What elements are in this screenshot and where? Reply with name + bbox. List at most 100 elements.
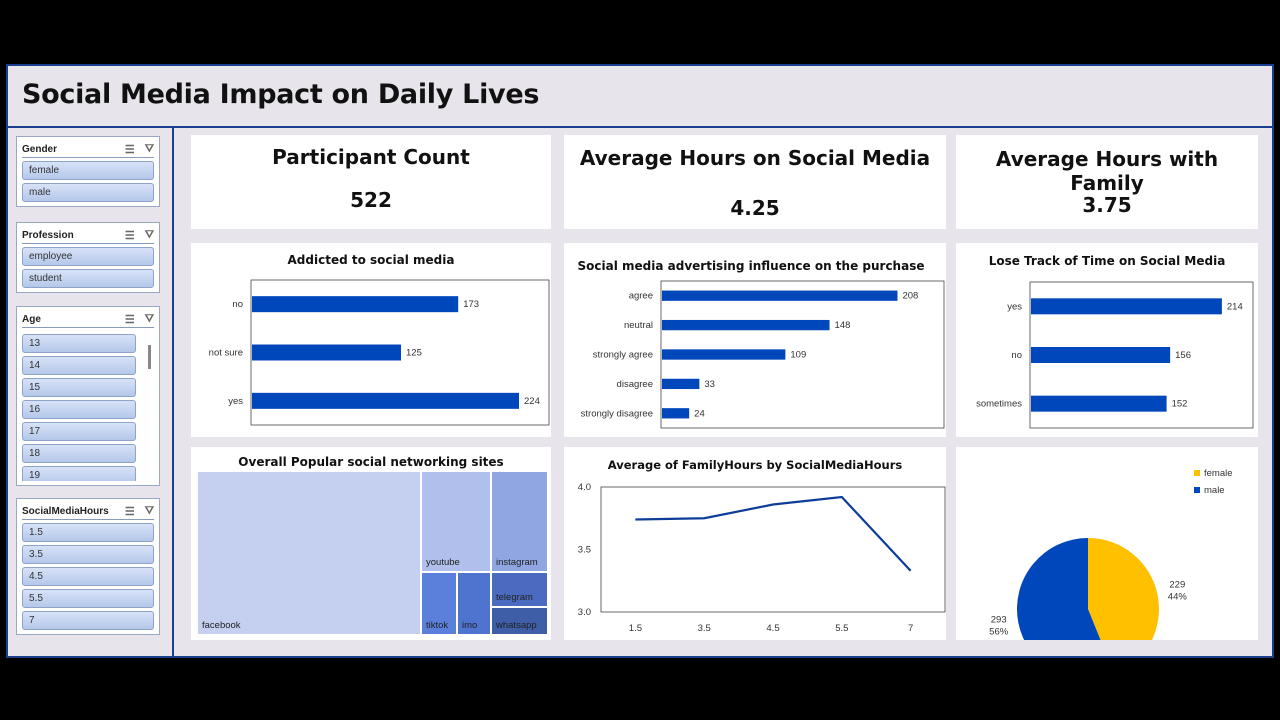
slicer-item[interactable]: male (22, 183, 154, 202)
chart-title: Social media advertising influence on th… (577, 259, 925, 273)
treemap-telegram[interactable]: telegram (491, 572, 548, 607)
treemap-label: imo (462, 620, 478, 631)
slicer-item[interactable]: 16 (22, 400, 136, 419)
advertising-bar-chart: 208 agree 148 neutral 109 strongly agree 33 dis… (581, 280, 945, 429)
chart-title: Addicted to social media (287, 253, 455, 267)
treemap-instagram[interactable]: instagram (491, 471, 548, 572)
slicer-item[interactable]: 4.5 (22, 567, 154, 586)
treemap-whatsapp[interactable]: whatsapp (491, 607, 548, 635)
data-label: 33 (704, 379, 715, 390)
lose-track-chart-card: Lose Track of Time on Social Media 214 ye… (956, 243, 1258, 437)
pie-value-label: 293 (991, 614, 1007, 625)
pie-slice-male (1017, 538, 1101, 640)
bar (662, 378, 700, 390)
kpi-avg-family-hours: Average Hours with Family 3.75 (956, 135, 1258, 229)
multi-select-icon[interactable]: ☰ (124, 313, 135, 326)
title-bar: Social Media Impact on Daily Lives (8, 66, 1272, 128)
x-tick-label: 4.5 (766, 623, 779, 634)
slicer-item[interactable]: 5.5 (22, 589, 154, 608)
slicer-item[interactable]: 7 (22, 611, 154, 630)
plot-area (660, 280, 945, 429)
data-label: 148 (835, 320, 851, 331)
slicer-gender: Gender ☰ ⛛ female male (16, 136, 160, 207)
chart-title: Average of FamilyHours by SocialMediaHou… (607, 458, 903, 472)
bar (252, 392, 520, 409)
slicer-item[interactable]: employee (22, 247, 154, 266)
slicer-item[interactable]: 3.5 (22, 545, 154, 564)
lose-track-bar-chart: 214 yes 156 no 152 sometimes (976, 281, 1254, 429)
category-label: strongly agree (593, 350, 653, 361)
treemap-youtube[interactable]: youtube (421, 471, 491, 572)
slicer-header: Profession ☰ ⛛ (22, 227, 154, 244)
pie-percent-label: 56% (989, 626, 1009, 637)
x-tick-label: 5.5 (835, 623, 848, 634)
chart-title: Overall Popular social networking sites (238, 455, 504, 469)
category-label: no (1011, 350, 1022, 361)
line-chart-card: Average of FamilyHours by SocialMediaHou… (564, 447, 946, 640)
slicer-item[interactable]: 17 (22, 422, 136, 441)
multi-select-icon[interactable]: ☰ (124, 229, 135, 242)
kpi-label: Average Hours with Family (995, 147, 1219, 195)
data-label: 109 (790, 350, 806, 361)
bar (1031, 298, 1222, 315)
kpi-label: Participant Count (272, 145, 470, 169)
plot-area (600, 486, 946, 613)
x-tick-label: 3.5 (698, 623, 711, 634)
bar (662, 319, 830, 331)
treemap-facebook[interactable]: facebook (197, 471, 421, 635)
slicer-item[interactable]: 14 (22, 356, 136, 375)
slicer-profession: Profession ☰ ⛛ employee student (16, 222, 160, 293)
x-tick-label: 7 (908, 623, 913, 634)
bar (662, 290, 898, 301)
treemap-label: instagram (496, 557, 538, 568)
slicer-item[interactable]: 18 (22, 444, 136, 463)
clear-filter-icon[interactable]: ⛛ (144, 312, 154, 325)
category-label: yes (1007, 301, 1022, 312)
category-label: no (232, 299, 243, 310)
slicer-item[interactable]: female (22, 161, 154, 180)
slicer-socialmediahours: SocialMediaHours ☰ ⛛ 1.5 3.5 4.5 5.5 7 (16, 498, 160, 635)
treemap-label: facebook (202, 620, 241, 631)
legend-label: male (1204, 485, 1225, 496)
kpi-value: 4.25 (730, 196, 780, 220)
slicer-title: SocialMediaHours (22, 505, 109, 517)
data-label: 214 (1227, 301, 1243, 312)
bar (1031, 347, 1171, 363)
clear-filter-icon[interactable]: ⛛ (144, 228, 154, 241)
kpi-value: 3.75 (1082, 193, 1132, 217)
slicer-item[interactable]: 15 (22, 378, 136, 397)
addicted-chart-card: Addicted to social media 173 no 125 not sur… (191, 243, 551, 437)
plot-area (250, 279, 550, 426)
treemap-label: youtube (426, 557, 460, 568)
category-label: yes (228, 396, 243, 407)
data-label: 125 (406, 348, 422, 359)
legend-swatch (1194, 470, 1200, 476)
treemap-imo[interactable]: imo (457, 572, 491, 635)
slicer-item[interactable]: 1.5 (22, 523, 154, 542)
line-series (635, 495, 912, 572)
clear-filter-icon[interactable]: ⛛ (144, 142, 154, 155)
scrollbar[interactable] (148, 345, 151, 369)
treemap-tiktok[interactable]: tiktok (421, 572, 457, 635)
legend-label: female (1204, 468, 1233, 479)
slicer-item[interactable]: 19 (22, 466, 136, 481)
multi-select-icon[interactable]: ☰ (124, 505, 135, 518)
dashboard: Social Media Impact on Daily Lives Gende… (6, 64, 1274, 658)
slicer-item[interactable]: student (22, 269, 154, 288)
slicer-panel: Gender ☰ ⛛ female male Profession ☰ ⛛ employee st… (8, 128, 174, 656)
slicer-title: Gender (22, 143, 58, 155)
slicer-header: Age ☰ ⛛ (22, 311, 154, 328)
y-tick-label: 3.5 (578, 545, 591, 556)
category-label: sometimes (976, 399, 1022, 410)
data-label: 224 (524, 396, 540, 407)
treemap-label: tiktok (426, 620, 449, 631)
bar (252, 296, 459, 313)
clear-filter-icon[interactable]: ⛛ (144, 504, 154, 517)
kpi-label: Average Hours on Social Media (579, 146, 931, 170)
chart-title: Lose Track of Time on Social Media (988, 254, 1226, 268)
slicer-item[interactable]: 13 (22, 334, 136, 353)
multi-select-icon[interactable]: ☰ (124, 143, 135, 156)
treemap-label: telegram (496, 592, 533, 603)
pie-percent-label: 44% (1168, 592, 1188, 603)
category-label: agree (629, 291, 653, 302)
